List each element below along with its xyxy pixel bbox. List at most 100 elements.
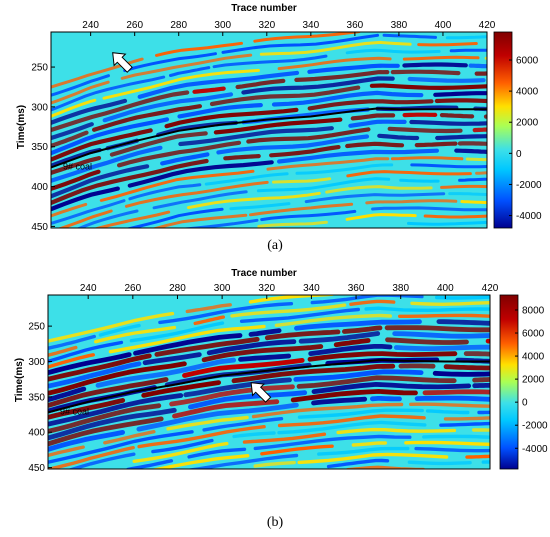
positive-amplitude-band [277, 56, 392, 71]
negative-amplitude-band [51, 117, 170, 156]
negative-amplitude-band [311, 396, 368, 406]
x-tick-label: 300 [214, 283, 231, 294]
positive-amplitude-band [345, 141, 405, 149]
negative-amplitude-band [142, 352, 202, 366]
negative-amplitude-band [241, 76, 395, 95]
positive-amplitude-band [257, 220, 328, 228]
negative-amplitude-band [232, 431, 276, 439]
negative-amplitude-band [298, 331, 381, 344]
negative-amplitude-band [51, 74, 110, 97]
negative-amplitude-band [48, 352, 132, 376]
negative-amplitude-band [177, 103, 263, 119]
positive-amplitude-band [213, 117, 343, 135]
positive-amplitude-band [57, 209, 113, 228]
x-tick-label: 340 [302, 20, 319, 31]
negative-amplitude-band [169, 66, 211, 77]
positive-amplitude-band [51, 80, 110, 105]
negative-amplitude-band [127, 160, 274, 188]
positive-amplitude-band [290, 388, 418, 403]
panel-label-b: (b) [267, 515, 284, 530]
positive-amplitude-band [164, 107, 299, 129]
negative-amplitude-band [307, 63, 400, 74]
x-tick-label: 400 [435, 20, 452, 31]
negative-amplitude-band [371, 206, 487, 212]
y-tick-label: 250 [28, 322, 45, 333]
colorbar-tick-label: 2000 [522, 375, 545, 386]
positive-amplitude-band [251, 402, 404, 419]
negative-amplitude-band [185, 453, 299, 469]
positive-amplitude-band [51, 202, 88, 218]
positive-amplitude-band [51, 128, 153, 162]
positive-amplitude-band [92, 104, 202, 132]
positive-amplitude-band [439, 113, 475, 119]
negative-amplitude-band [48, 430, 194, 464]
negative-amplitude-band [393, 344, 490, 351]
positive-amplitude-band [109, 131, 208, 157]
negative-amplitude-band [253, 434, 412, 451]
negative-amplitude-band [51, 145, 163, 183]
positive-amplitude-band [350, 113, 396, 121]
x-tick-label: 240 [82, 20, 99, 31]
negative-amplitude-band [311, 381, 472, 394]
colorbar-tick-label: -2000 [522, 421, 548, 432]
negative-amplitude-band [187, 447, 247, 459]
positive-amplitude-band [472, 127, 487, 133]
positive-amplitude-band [48, 403, 162, 434]
negative-amplitude-band [409, 119, 487, 126]
positive-amplitude-band [132, 441, 229, 463]
negative-amplitude-band [377, 133, 420, 141]
positive-amplitude-band [249, 202, 354, 217]
negative-amplitude-band [160, 152, 210, 166]
panel-label-a: (a) [267, 238, 283, 253]
arrow-marker [112, 52, 133, 73]
negative-amplitude-band [432, 370, 490, 377]
positive-amplitude-band [99, 169, 255, 202]
positive-amplitude-band [472, 377, 490, 383]
negative-amplitude-band [468, 63, 487, 69]
x-tick-label: 380 [392, 283, 409, 294]
positive-amplitude-band [475, 171, 487, 175]
negative-amplitude-band [382, 33, 437, 39]
colorbar [493, 31, 513, 229]
x-tick-label: 360 [347, 20, 364, 31]
colorbar-tick-label: 4000 [516, 87, 539, 98]
colorbar-tick-label: 8000 [522, 305, 545, 316]
positive-amplitude-band [365, 199, 458, 205]
negative-amplitude-band [304, 192, 446, 204]
x-tick-label: 260 [126, 20, 143, 31]
y-tick-label: 400 [31, 182, 48, 193]
negative-amplitude-band [436, 319, 490, 326]
positive-amplitude-band [48, 416, 164, 447]
y-axis-title: Time(ms) [16, 105, 27, 149]
negative-amplitude-band [294, 319, 422, 331]
positive-amplitude-band [296, 375, 457, 389]
x-tick-label: 320 [258, 283, 275, 294]
positive-amplitude-band [51, 169, 101, 191]
negative-amplitude-band [51, 122, 94, 141]
positive-amplitude-band [108, 324, 266, 354]
positive-amplitude-band [274, 313, 392, 327]
positive-amplitude-band [209, 85, 361, 107]
x-tick-label: 280 [170, 20, 187, 31]
positive-amplitude-band [369, 83, 487, 91]
negative-amplitude-band [48, 393, 184, 427]
positive-amplitude-band [154, 336, 260, 357]
arrow-marker [250, 382, 272, 403]
coal-seam-horizon-line [50, 107, 487, 169]
y-axis-title: Time(ms) [14, 358, 25, 402]
negative-amplitude-band [48, 386, 87, 403]
x-tick-label: 340 [303, 283, 320, 294]
positive-amplitude-band [117, 140, 242, 168]
x-tick-label: 380 [391, 20, 408, 31]
negative-amplitude-band [128, 183, 202, 201]
negative-amplitude-band [326, 458, 390, 469]
negative-amplitude-band [178, 126, 334, 147]
negative-amplitude-band [51, 75, 166, 112]
positive-amplitude-band [307, 99, 434, 111]
positive-amplitude-band [402, 55, 480, 61]
positive-amplitude-band [120, 53, 253, 80]
x-tick-label: 420 [482, 283, 499, 294]
colorbar-tick-label: 4000 [522, 352, 545, 363]
negative-amplitude-band [137, 70, 300, 99]
